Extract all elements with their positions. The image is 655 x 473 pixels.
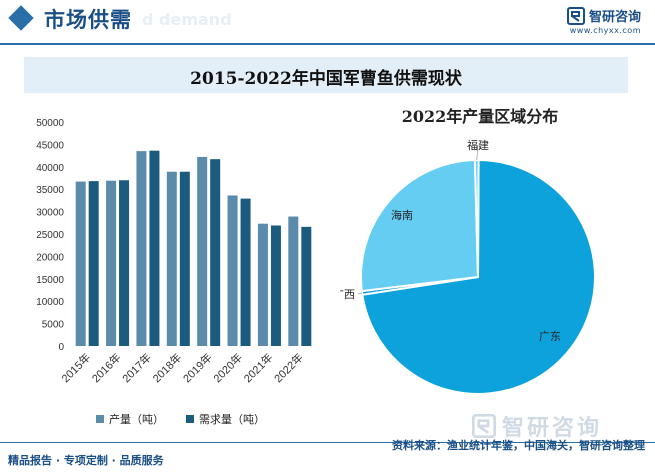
x-tick-label-5: 2020年 bbox=[210, 350, 245, 385]
bar-production-5 bbox=[227, 195, 238, 346]
brand-logo-icon bbox=[566, 6, 585, 25]
bar-production-2 bbox=[136, 151, 147, 346]
bar-demand-6 bbox=[270, 225, 281, 346]
footer-tagline: 精品报告 · 专项定制 · 品质服务 bbox=[8, 454, 164, 467]
chart-title-band: 2015-2022年中国军曹鱼供需现状 bbox=[24, 57, 628, 93]
y-tick-label-7: 35000 bbox=[36, 185, 64, 196]
y-tick-label-3: 15000 bbox=[36, 275, 64, 286]
legend-item-demand: 需求量（吨） bbox=[186, 411, 265, 427]
section-subtitle: d demand bbox=[142, 10, 232, 29]
pie-label-1: 广西 bbox=[340, 288, 355, 301]
legend-label-production: 产量（吨） bbox=[109, 413, 164, 426]
bar-demand-7 bbox=[301, 226, 312, 346]
legend-swatch-production bbox=[96, 415, 104, 423]
x-tick-label-1: 2016年 bbox=[89, 350, 124, 385]
x-tick-label-6: 2021年 bbox=[241, 350, 276, 385]
y-tick-label-1: 5000 bbox=[42, 320, 65, 331]
bar-production-7 bbox=[288, 216, 299, 346]
y-tick-label-9: 45000 bbox=[36, 140, 64, 151]
diamond-icon bbox=[8, 5, 34, 31]
pie-slice-3 bbox=[473, 159, 480, 278]
brand-url: www.chyxx.com bbox=[569, 26, 641, 35]
pie-slice-2 bbox=[360, 159, 480, 293]
footer-source: 资料来源：渔业统计年鉴，中国海关，智研咨询整理 bbox=[392, 439, 645, 452]
pie-label-2: 海南 bbox=[391, 208, 413, 222]
pie-leader-1 bbox=[357, 292, 363, 295]
footer-divider bbox=[0, 442, 655, 443]
legend-label-demand: 需求量（吨） bbox=[199, 413, 265, 426]
bar-demand-0 bbox=[88, 181, 99, 346]
pie-label-3: 福建 bbox=[467, 138, 489, 152]
bar-demand-2 bbox=[149, 150, 160, 346]
y-tick-label-10: 50000 bbox=[36, 118, 64, 129]
x-tick-label-2: 2017年 bbox=[119, 350, 154, 385]
bar-legend: 产量（吨） 需求量（吨） bbox=[96, 411, 265, 427]
pie-leader-3 bbox=[476, 144, 479, 161]
watermark: 智研咨询 bbox=[472, 410, 602, 442]
legend-swatch-demand bbox=[186, 415, 194, 423]
x-tick-label-3: 2018年 bbox=[149, 350, 184, 385]
bar-chart-title: 2015-2022年中国军曹鱼供需现状 bbox=[190, 69, 462, 89]
brand-name: 智研咨询 bbox=[588, 10, 641, 25]
section-title: 市场供需 bbox=[44, 8, 132, 32]
watermark-logo-icon bbox=[472, 414, 496, 438]
pie-chart: 广东 广西 海南 福建 bbox=[340, 138, 596, 395]
bar-production-1 bbox=[106, 180, 117, 346]
y-tick-label-6: 30000 bbox=[36, 208, 64, 219]
bar-demand-4 bbox=[210, 159, 221, 346]
y-tick-label-0: 0 bbox=[58, 342, 64, 353]
bar-demand-3 bbox=[179, 171, 190, 346]
y-tick-label-5: 25000 bbox=[36, 230, 64, 241]
bar-demand-5 bbox=[240, 198, 251, 346]
legend-item-production: 产量（吨） bbox=[96, 411, 164, 427]
bar-production-3 bbox=[166, 171, 177, 346]
bar-production-0 bbox=[75, 181, 86, 346]
header-divider bbox=[0, 43, 655, 45]
x-tick-label-0: 2015年 bbox=[58, 350, 93, 385]
x-tick-label-4: 2019年 bbox=[180, 350, 215, 385]
bar-production-6 bbox=[257, 223, 268, 346]
y-tick-label-2: 10000 bbox=[36, 297, 64, 308]
pie-label-0: 广东 bbox=[539, 330, 561, 343]
watermark-text: 智研咨询 bbox=[502, 416, 603, 441]
bar-chart: 0 5000 10000 15000 20000 25000 30000 35000 40000… bbox=[36, 118, 312, 385]
y-tick-label-8: 40000 bbox=[36, 163, 64, 174]
bar-production-4 bbox=[197, 156, 208, 346]
section-header: 市场供需 d demand 智研咨询 www.chyxx.com bbox=[0, 0, 655, 45]
pie-chart-title: 2022年产量区域分布 bbox=[401, 107, 559, 126]
y-tick-label-4: 20000 bbox=[36, 252, 64, 263]
brand: 智研咨询 www.chyxx.com bbox=[566, 6, 641, 35]
bar-demand-1 bbox=[119, 180, 130, 346]
x-tick-label-7: 2022年 bbox=[271, 350, 306, 385]
